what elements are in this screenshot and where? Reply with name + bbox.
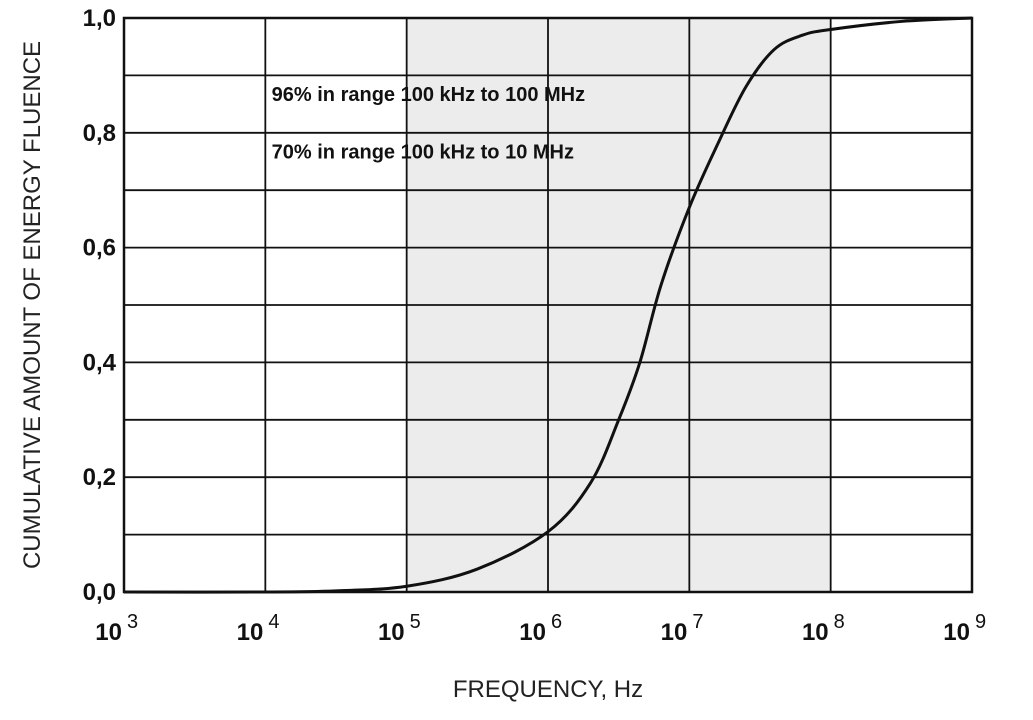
x-tick-exponent: 9: [975, 611, 986, 633]
x-tick-label: 10 5: [378, 611, 421, 646]
x-tick-base: 10: [943, 619, 970, 646]
x-tick-exponent: 7: [692, 611, 703, 633]
y-tick-label: 0,4: [83, 349, 117, 376]
x-tick-exponent: 8: [834, 611, 845, 633]
x-tick-label: 10 3: [95, 611, 138, 646]
annotation-text: 96% in range 100 kHz to 100 MHz: [272, 84, 585, 106]
x-tick-exponent: 6: [551, 611, 562, 633]
x-tick-label: 10 9: [943, 611, 986, 646]
series-layer: [123, 16, 973, 594]
x-tick-base: 10: [661, 619, 688, 646]
annotations: 96% in range 100 kHz to 100 MHz 70% in ra…: [272, 84, 585, 163]
x-tick-label: 10 8: [802, 611, 845, 646]
y-tick-label: 0,6: [83, 235, 116, 262]
plot-frame: [122, 16, 974, 594]
x-tick-exponent: 5: [410, 611, 421, 633]
y-tick-labels: 0,0 0,2 0,4 0,6 0,8 1,0: [83, 5, 117, 606]
x-tick-label: 10 7: [661, 611, 704, 646]
x-tick-base: 10: [95, 619, 122, 646]
y-tick-label: 0,0: [83, 579, 116, 606]
y-tick-label: 1,0: [83, 5, 116, 32]
x-tick-labels: 10 3 10 4 10 5 10 6 10 7 10 8 10 9: [95, 611, 986, 646]
x-tick-exponent: 3: [127, 611, 138, 633]
y-tick-label: 0,2: [83, 464, 116, 491]
x-tick-base: 10: [237, 619, 264, 646]
x-tick-label: 10 4: [237, 611, 280, 646]
x-tick-exponent: 4: [268, 611, 279, 633]
x-tick-base: 10: [378, 619, 405, 646]
series-line: [123, 16, 973, 594]
y-axis-label: CUMULATIVE AMOUNT OF ENERGY FLUENCE: [19, 41, 46, 569]
x-tick-label: 10 6: [519, 611, 562, 646]
y-tick-label: 0,8: [83, 120, 116, 147]
annotation-text: 70% in range 100 kHz to 10 MHz: [272, 142, 574, 164]
x-tick-base: 10: [519, 619, 546, 646]
x-tick-base: 10: [802, 619, 829, 646]
x-axis-label: FREQUENCY, Hz: [453, 676, 643, 703]
